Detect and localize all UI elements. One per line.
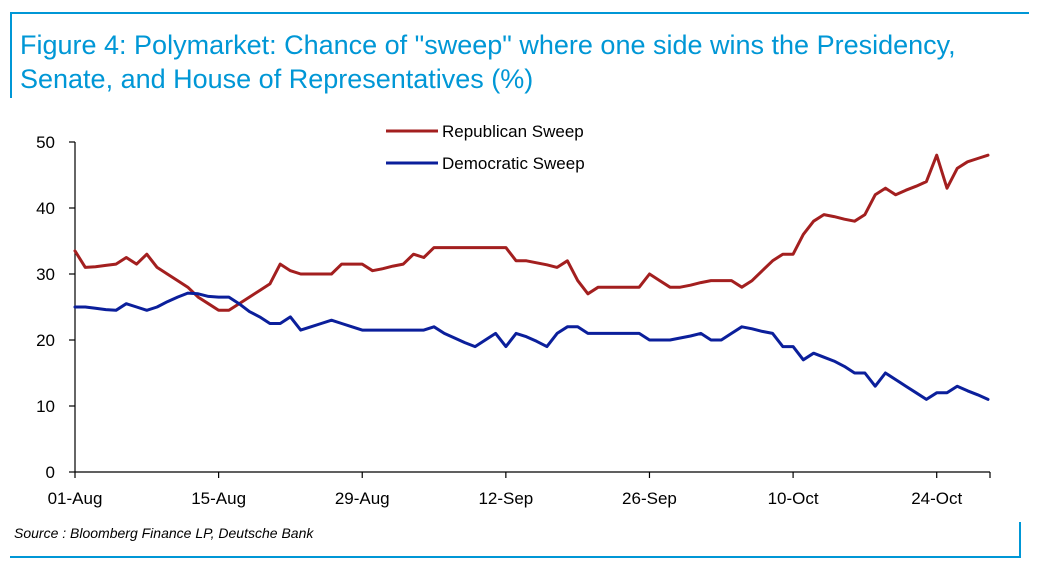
y-axis: 0 10 20 30 40 50 [36,133,76,482]
x-tick-label: 15-Aug [191,489,246,508]
x-tick-label: 10-Oct [768,489,819,508]
x-tick-label: 24-Oct [911,489,962,508]
y-tick-label: 30 [36,265,55,284]
legend-label-democratic-sweep: Democratic Sweep [442,154,585,173]
y-tick-label: 40 [36,199,55,218]
frame-right-border [1019,522,1021,556]
figure-title: Figure 4: Polymarket: Chance of "sweep" … [20,30,956,94]
x-tick-label: 12-Sep [478,489,533,508]
x-tick-label: 29-Aug [335,489,390,508]
series-layer [73,153,990,401]
legend: Republican Sweep Democratic Sweep [386,122,585,173]
source-note: Source : Bloomberg Finance LP, Deutsche … [14,525,314,541]
y-tick-label: 20 [36,331,55,350]
legend-label-republican-sweep: Republican Sweep [442,122,584,141]
democratic-sweep-line [73,291,990,401]
republican-sweep-line [73,153,990,312]
frame-left-border [10,12,12,98]
y-tick-label: 10 [36,397,55,416]
x-axis: 01-Aug 15-Aug 29-Aug 12-Sep 26-Sep 10-Oct 24-O… [48,471,991,508]
y-tick-label: 50 [36,133,55,152]
frame-top-border [10,12,1029,14]
x-tick-label: 26-Sep [622,489,677,508]
frame-bottom-border [10,556,1021,558]
y-tick-label: 0 [46,463,55,482]
x-tick-label: 01-Aug [48,489,103,508]
